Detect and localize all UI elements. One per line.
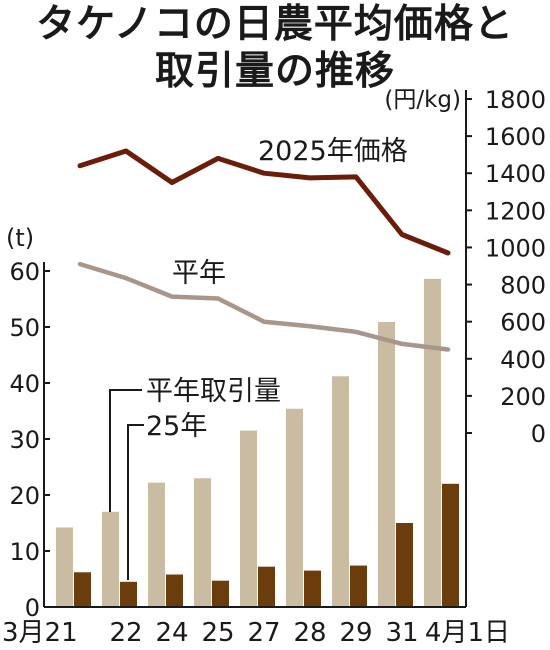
chart-title-line-2: 取引量の推移 — [154, 49, 395, 94]
x-tick-label-3: 25 — [201, 618, 234, 648]
left-axis-unit: (t) — [6, 224, 34, 252]
left-tick-label-5: 50 — [9, 314, 40, 342]
bar-2025-volume-7 — [396, 523, 413, 607]
bar-2025-volume-0 — [74, 572, 91, 607]
left-tick-label-3: 30 — [9, 426, 40, 454]
bar-layer — [56, 278, 459, 607]
bar-average-volume-3 — [194, 478, 211, 607]
bar-average-volume-4 — [240, 430, 257, 607]
label-2025-volume: 25年 — [146, 411, 207, 442]
callout-line-average-volume — [109, 389, 142, 512]
x-tick-label-4: 27 — [247, 618, 280, 648]
right-tick-label-4: 800 — [500, 272, 546, 300]
callout-line-2025-volume — [127, 424, 144, 580]
right-tick-label-1: 200 — [500, 383, 546, 411]
bar-average-volume-7 — [378, 321, 395, 607]
x-tick-label-5: 28 — [293, 618, 326, 648]
right-axis-unit: (円/kg) — [384, 87, 461, 113]
bar-average-volume-2 — [148, 482, 165, 607]
bar-average-volume-0 — [56, 527, 73, 607]
label-average-price: 平年 — [172, 258, 226, 289]
right-tick-label-2: 400 — [500, 346, 546, 374]
bar-average-volume-1 — [102, 511, 119, 607]
left-tick-label-4: 40 — [9, 370, 40, 398]
label-average-volume: 平年取引量 — [146, 376, 281, 407]
right-tick-label-5: 1000 — [485, 234, 546, 262]
bar-average-volume-5 — [286, 408, 303, 607]
bar-2025-volume-8 — [442, 483, 459, 607]
right-tick-label-9: 1800 — [485, 86, 546, 114]
bar-2025-volume-4 — [258, 566, 275, 607]
right-tick-label-6: 1200 — [485, 197, 546, 225]
chart-title-line-1: タケノコの日農平均価格と — [36, 2, 514, 47]
bar-2025-volume-2 — [166, 574, 183, 607]
line-2025-price — [77, 148, 451, 256]
bar-2025-volume-1 — [120, 581, 137, 607]
x-tick-label-8: 4月1日 — [425, 618, 510, 648]
x-tick-label-1: 22 — [109, 618, 142, 648]
label-2025-price: 2025年価格 — [258, 136, 408, 167]
right-tick-label-8: 1600 — [485, 123, 546, 151]
axis-layer: 0 10 20 30 40 50 60 (t) 0 200 400 600 800 1000 1200 140… — [2, 86, 546, 648]
left-tick-label-1: 10 — [9, 538, 40, 566]
bar-2025-volume-3 — [212, 580, 229, 607]
left-tick-label-0: 0 — [25, 594, 40, 622]
callout-layer: 平年取引量 25年 — [109, 376, 281, 580]
x-tick-label-6: 29 — [339, 618, 372, 648]
right-tick-label-0: 0 — [531, 420, 546, 448]
bar-2025-volume-6 — [350, 565, 367, 607]
bar-average-volume-6 — [332, 376, 349, 607]
left-tick-label-2: 20 — [9, 482, 40, 510]
left-tick-label-6: 60 — [9, 258, 40, 286]
x-tick-label-0: 3月21 — [2, 618, 78, 648]
bar-2025-volume-5 — [304, 570, 321, 607]
right-tick-label-3: 600 — [500, 309, 546, 337]
x-tick-label-2: 24 — [155, 618, 188, 648]
right-tick-label-7: 1400 — [485, 160, 546, 188]
line-average-price — [77, 261, 451, 352]
x-tick-label-7: 31 — [385, 618, 418, 648]
bar-average-volume-8 — [424, 278, 441, 607]
